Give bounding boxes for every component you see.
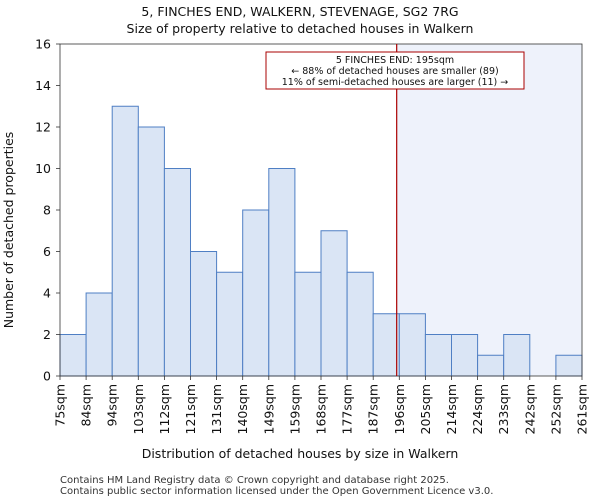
x-tick-label: 168sqm (314, 384, 329, 434)
x-tick-label: 112sqm (157, 384, 172, 434)
x-tick-label: 205sqm (418, 384, 433, 434)
y-tick-label: 14 (35, 78, 51, 93)
x-tick-label: 242sqm (522, 384, 537, 434)
annotation-line: ← 88% of detached houses are smaller (89… (291, 66, 498, 77)
bar (59, 334, 87, 377)
bar (398, 313, 426, 377)
larger-region-shade (396, 44, 582, 376)
bar (163, 168, 191, 377)
bar (503, 334, 531, 377)
bar (111, 105, 139, 377)
bar (294, 271, 322, 377)
y-tick-label: 2 (43, 327, 51, 342)
x-tick-label: 149sqm (261, 384, 276, 434)
bar (320, 230, 348, 377)
y-tick-label: 10 (35, 161, 51, 176)
annotation-box (265, 51, 525, 90)
x-tick-label: 94sqm (105, 384, 120, 427)
x-tick-label: 233sqm (496, 384, 511, 434)
footer-line-2: Contains public sector information licen… (60, 486, 493, 497)
y-tick-label: 12 (35, 120, 51, 135)
y-axis-label: Number of detached properties (1, 132, 16, 329)
x-tick-label: 131sqm (209, 384, 224, 434)
x-tick-label: 121sqm (183, 384, 198, 434)
x-tick-label: 140sqm (235, 384, 250, 434)
x-tick-label: 159sqm (287, 384, 302, 434)
x-tick-label: 196sqm (392, 384, 407, 434)
x-tick-label: 261sqm (575, 384, 590, 434)
y-tick-label: 16 (35, 37, 51, 52)
x-tick-label: 84sqm (79, 384, 94, 427)
bar (555, 354, 583, 377)
bar (85, 292, 113, 377)
x-tick-label: 103sqm (131, 384, 146, 434)
bar (451, 334, 479, 377)
bar (346, 271, 374, 377)
y-tick-label: 8 (43, 203, 51, 218)
bar (424, 334, 452, 377)
bar (242, 209, 270, 377)
bar (268, 168, 296, 377)
annotation-line: 11% of semi-detached houses are larger (… (282, 77, 509, 88)
y-tick-label: 6 (43, 244, 51, 259)
x-axis-label: Distribution of detached houses by size … (142, 446, 459, 461)
bar (216, 271, 244, 377)
x-tick-label: 187sqm (366, 384, 381, 434)
bar (372, 313, 400, 377)
bar (190, 251, 218, 377)
chart-title: 5, FINCHES END, WALKERN, STEVENAGE, SG2 … (141, 4, 458, 19)
x-tick-label: 214sqm (444, 384, 459, 434)
annotation-line: 5 FINCHES END: 195sqm (336, 55, 454, 66)
chart-subtitle: Size of property relative to detached ho… (127, 21, 474, 36)
bar (477, 354, 505, 377)
y-tick-label: 0 (43, 369, 51, 384)
footer-line-1: Contains HM Land Registry data © Crown c… (60, 475, 449, 486)
x-tick-label: 252sqm (548, 384, 563, 434)
plot-area: 0 2 4 6 8 10 12 14 16 75sqm 84sqm 94sqm 103sqm 112sqm… (35, 37, 589, 435)
y-tick-label: 4 (43, 286, 51, 301)
x-tick-label: 177sqm (340, 384, 355, 434)
x-tick-label: 75sqm (53, 384, 68, 427)
x-tick-label: 224sqm (470, 384, 485, 434)
bar (137, 126, 165, 377)
